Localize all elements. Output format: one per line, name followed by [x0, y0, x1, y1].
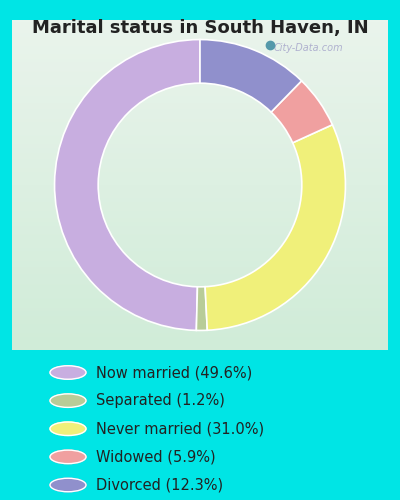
Circle shape — [50, 478, 86, 492]
Circle shape — [50, 366, 86, 379]
Circle shape — [50, 450, 86, 464]
Text: Divorced (12.3%): Divorced (12.3%) — [96, 478, 223, 492]
Circle shape — [50, 422, 86, 436]
Wedge shape — [271, 81, 332, 143]
Text: Never married (31.0%): Never married (31.0%) — [96, 421, 264, 436]
Wedge shape — [54, 40, 200, 331]
Circle shape — [50, 394, 86, 407]
Wedge shape — [200, 40, 302, 112]
Text: Now married (49.6%): Now married (49.6%) — [96, 365, 252, 380]
Wedge shape — [196, 286, 207, 331]
Text: Separated (1.2%): Separated (1.2%) — [96, 393, 225, 408]
Text: City-Data.com: City-Data.com — [273, 43, 343, 53]
Text: Widowed (5.9%): Widowed (5.9%) — [96, 450, 216, 464]
Wedge shape — [205, 124, 346, 330]
Text: Marital status in South Haven, IN: Marital status in South Haven, IN — [32, 19, 368, 37]
